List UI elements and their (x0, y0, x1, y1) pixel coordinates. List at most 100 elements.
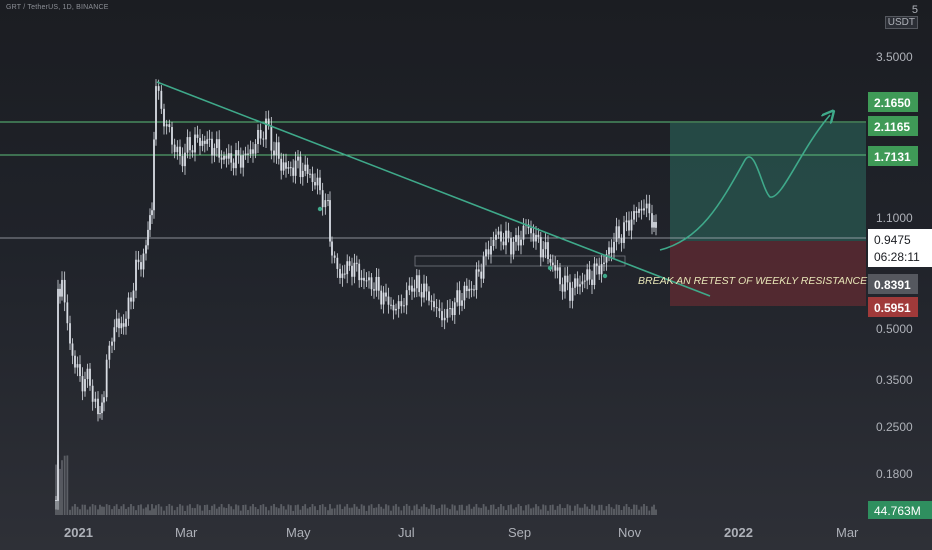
volume-bar (63, 455, 66, 515)
candle-body (411, 285, 413, 292)
volume-bar (351, 507, 353, 515)
candle-body (355, 262, 358, 264)
volume-bar (502, 506, 505, 515)
volume-bar (94, 505, 97, 515)
candle-body (297, 156, 299, 161)
price-tag-label: 0.8391 (874, 278, 911, 292)
volume-bar (86, 509, 89, 515)
candle-body (270, 125, 273, 151)
candle-body (425, 283, 428, 292)
candle-body (517, 235, 520, 246)
consolidation-box[interactable] (414, 255, 626, 267)
candle-body (574, 278, 576, 288)
marker-dot (602, 273, 608, 279)
candle-body (327, 200, 329, 202)
volume-bar (586, 506, 589, 515)
x-tick-label: Nov (618, 525, 642, 540)
volume-bar (173, 510, 176, 515)
candle-body (387, 296, 390, 305)
x-tick-label: Sep (508, 525, 531, 540)
volume-bar (273, 504, 275, 515)
volume-bar (140, 504, 142, 515)
candle-body (370, 277, 373, 290)
candle-body (505, 230, 507, 246)
candle-body (438, 308, 441, 312)
candle-body (492, 239, 495, 247)
projected-path[interactable] (659, 115, 830, 251)
candle-body (346, 261, 349, 275)
volume-bar (380, 506, 383, 515)
volume-bar (237, 505, 240, 515)
candle-body (101, 402, 103, 414)
price-tag: 0.9475 06:28:11 (868, 229, 932, 267)
candle-body (249, 149, 252, 155)
volume-bar (125, 508, 127, 515)
price-tag-label: 0.9475 (874, 233, 911, 247)
volume-bar (277, 508, 280, 515)
candle-body (581, 281, 584, 285)
x-tick-label: May (286, 525, 311, 540)
candle-body (61, 279, 63, 297)
candle-body (181, 156, 184, 167)
candle-body (168, 124, 171, 128)
volume-bar (633, 504, 635, 515)
candle-body (453, 302, 456, 316)
volume-bar (413, 505, 416, 515)
candle-body (475, 269, 478, 290)
candle-body (63, 279, 66, 303)
candle-body (252, 149, 254, 154)
candle-body (225, 155, 228, 159)
volume-bar (235, 504, 237, 515)
x-axis[interactable]: 2021 Mar May Jul Sep Nov 2022 Mar (64, 525, 859, 540)
stop-zone[interactable] (670, 241, 866, 306)
volume-bar (339, 504, 341, 515)
candle-body (510, 237, 512, 255)
volume-bar (285, 509, 287, 515)
candle-body (301, 170, 304, 178)
candle-body (468, 288, 471, 292)
volume-bar (625, 504, 628, 515)
candle-body (89, 368, 91, 386)
candle-body (451, 308, 454, 316)
candle-body (254, 144, 257, 154)
volume-bar (208, 509, 211, 515)
volume-bar (492, 504, 495, 515)
volume-bar (282, 506, 285, 515)
candle-body (456, 290, 459, 303)
volume-bar (373, 507, 375, 515)
volume-bar (247, 509, 249, 515)
volume-bar (267, 510, 270, 515)
candle-body (160, 90, 163, 109)
x-tick-label: Mar (175, 525, 198, 540)
candle-body (348, 261, 351, 266)
volume-bar (620, 509, 623, 515)
candle-body (375, 276, 378, 291)
volume-bar (327, 510, 329, 515)
candle-body (99, 413, 101, 415)
target-zone[interactable] (670, 123, 866, 241)
volume-bar (581, 507, 584, 515)
volume-bar (375, 507, 378, 515)
descending-trendline[interactable] (156, 81, 711, 297)
volume-bar (223, 507, 225, 515)
volume-bar (149, 510, 151, 515)
volume-bar (127, 507, 130, 515)
candle-body (495, 234, 497, 240)
volume-bar (458, 504, 461, 515)
candle-body (55, 500, 57, 501)
candle-body (179, 146, 181, 157)
candle-body (648, 203, 651, 214)
candle-body (449, 308, 451, 310)
candle-body (566, 275, 569, 283)
volume-bars (55, 455, 657, 515)
candle-body (215, 139, 218, 149)
candle-body (480, 271, 483, 279)
candle-body (465, 285, 468, 292)
candle-body (628, 220, 630, 231)
volume-bar (615, 504, 618, 515)
y-axis[interactable]: 3.5000 1.1000 0.5000 0.3500 0.2500 0.180… (876, 50, 913, 481)
candle-body (360, 277, 363, 281)
candle-body (420, 292, 423, 298)
